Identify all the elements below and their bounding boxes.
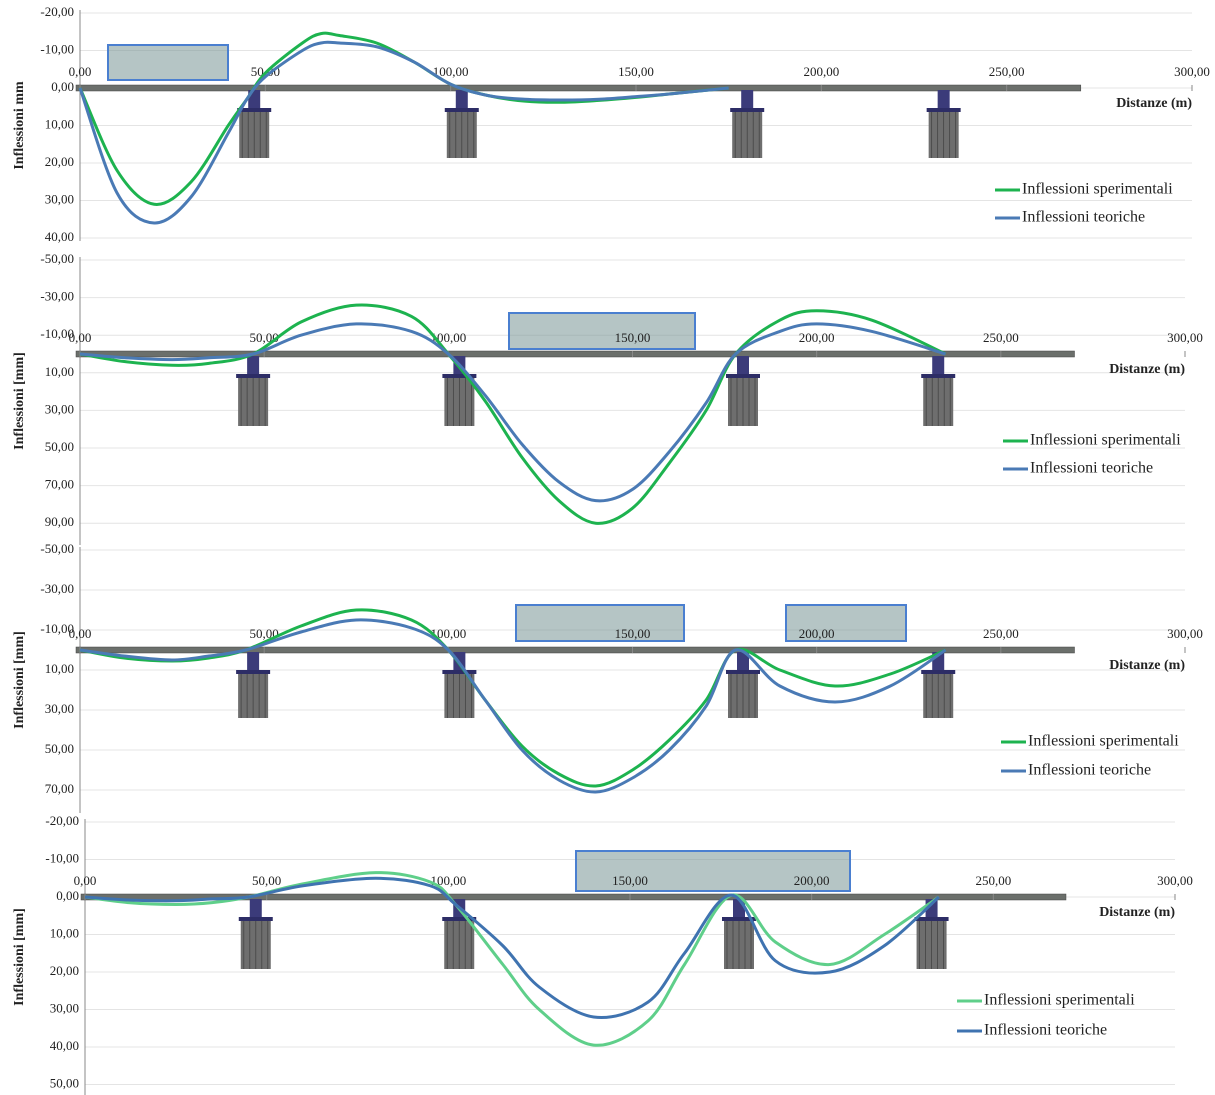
figure: -20,00 -10,00 0,00 10,00 20,00 30,00 40,00 0,00… xyxy=(0,0,1215,1095)
x-tick-label: 250,00 xyxy=(983,626,1019,641)
y-tick-label: 20,00 xyxy=(50,963,79,978)
y-tick-label: -10,00 xyxy=(45,850,79,865)
x-tick-label: 250,00 xyxy=(975,873,1011,888)
pier-column xyxy=(733,899,745,919)
x-tick-label: 250,00 xyxy=(989,64,1025,79)
pier-column xyxy=(247,356,259,376)
pier-cap xyxy=(236,374,270,378)
x-tick-label: 200,00 xyxy=(799,626,835,641)
pier-column xyxy=(456,90,468,110)
y-tick-label: 50,00 xyxy=(50,1075,79,1090)
x-tick-label: 300,00 xyxy=(1167,626,1203,641)
deck xyxy=(76,85,1081,91)
y-tick-label: 30,00 xyxy=(45,701,74,716)
x-tick-label: 0,00 xyxy=(69,330,92,345)
pier-cap xyxy=(915,917,949,921)
x-tick-label: 0,00 xyxy=(69,64,92,79)
y-axis-title: Inflessioni mm xyxy=(12,81,27,170)
pier-cap xyxy=(726,374,760,378)
y-tick-label: -20,00 xyxy=(40,4,74,19)
legend-label: Inflessioni teoriche xyxy=(1030,460,1153,477)
pier-cap xyxy=(726,670,760,674)
y-tick-label: 30,00 xyxy=(45,191,74,206)
x-axis-title: Distanze (m) xyxy=(1109,658,1185,673)
pier-cap xyxy=(730,108,764,112)
y-tick-label: 40,00 xyxy=(45,229,74,244)
y-tick-label: 20,00 xyxy=(45,154,74,169)
y-tick-label: 0,00 xyxy=(56,888,79,903)
x-tick-label: 200,00 xyxy=(794,873,830,888)
x-tick-label: 150,00 xyxy=(615,330,651,345)
pier-cap xyxy=(921,374,955,378)
y-axis-title: Inflessioni [mm] xyxy=(12,352,27,450)
pier-cap xyxy=(445,108,479,112)
y-tick-label: 50,00 xyxy=(45,741,74,756)
pier-cap xyxy=(442,670,476,674)
series-line xyxy=(80,620,946,792)
pier-cap xyxy=(239,917,273,921)
x-tick-label: 50,00 xyxy=(252,873,281,888)
legend-label: Inflessioni teoriche xyxy=(1028,762,1151,779)
pier-column xyxy=(737,356,749,376)
y-tick-label: -30,00 xyxy=(40,289,74,304)
y-tick-label: -30,00 xyxy=(40,581,74,596)
pier-column xyxy=(741,90,753,110)
x-tick-label: 300,00 xyxy=(1157,873,1193,888)
series-line xyxy=(80,324,946,501)
legend-label: Inflessioni sperimentali xyxy=(984,992,1135,1009)
x-tick-label: 250,00 xyxy=(983,330,1019,345)
x-axis-title: Distanze (m) xyxy=(1109,362,1185,377)
x-tick-label: 150,00 xyxy=(612,873,648,888)
deck xyxy=(76,647,1075,653)
x-tick-label: 300,00 xyxy=(1167,330,1203,345)
pier-cap xyxy=(236,670,270,674)
y-tick-label: 10,00 xyxy=(45,364,74,379)
y-axis-title: Inflessioni [mm] xyxy=(12,631,27,729)
y-tick-label: 70,00 xyxy=(45,477,74,492)
y-tick-label: -50,00 xyxy=(40,541,74,556)
y-tick-label: 40,00 xyxy=(50,1038,79,1053)
y-tick-label: 0,00 xyxy=(51,79,74,94)
x-tick-label: 0,00 xyxy=(74,873,97,888)
y-tick-label: 10,00 xyxy=(45,661,74,676)
x-tick-label: 150,00 xyxy=(615,626,651,641)
x-axis-title: Distanze (m) xyxy=(1099,905,1175,920)
pier-cap xyxy=(921,670,955,674)
y-axis-title: Inflessioni [mm] xyxy=(12,908,27,1006)
legend-label: Inflessioni sperimentali xyxy=(1022,181,1173,198)
pier-column xyxy=(250,899,262,919)
load-area xyxy=(516,605,684,641)
x-tick-label: 50,00 xyxy=(250,330,279,345)
legend-label: Inflessioni teoriche xyxy=(1022,209,1145,226)
legend-label: Inflessioni sperimentali xyxy=(1030,432,1181,449)
y-tick-label: 90,00 xyxy=(45,514,74,529)
legend-label: Inflessioni sperimentali xyxy=(1028,733,1179,750)
x-tick-label: 200,00 xyxy=(803,64,839,79)
y-tick-label: -20,00 xyxy=(45,813,79,828)
y-tick-label: 30,00 xyxy=(50,1000,79,1015)
pier-column xyxy=(247,652,259,672)
y-tick-label: -50,00 xyxy=(40,251,74,266)
x-tick-label: 200,00 xyxy=(799,330,835,345)
load-area xyxy=(108,45,228,80)
y-tick-label: 10,00 xyxy=(45,116,74,131)
x-tick-label: 0,00 xyxy=(69,626,92,641)
pier-column xyxy=(932,356,944,376)
y-tick-label: -10,00 xyxy=(40,41,74,56)
legend-label: Inflessioni teoriche xyxy=(984,1022,1107,1039)
x-tick-label: 150,00 xyxy=(618,64,654,79)
pier-cap xyxy=(927,108,961,112)
pier-column xyxy=(938,90,950,110)
y-tick-label: 10,00 xyxy=(50,925,79,940)
y-tick-label: 50,00 xyxy=(45,439,74,454)
load-area xyxy=(509,313,695,349)
x-axis-title: Distanze (m) xyxy=(1116,96,1192,111)
x-tick-label: 300,00 xyxy=(1174,64,1210,79)
y-tick-label: 30,00 xyxy=(45,401,74,416)
y-tick-label: 70,00 xyxy=(45,781,74,796)
